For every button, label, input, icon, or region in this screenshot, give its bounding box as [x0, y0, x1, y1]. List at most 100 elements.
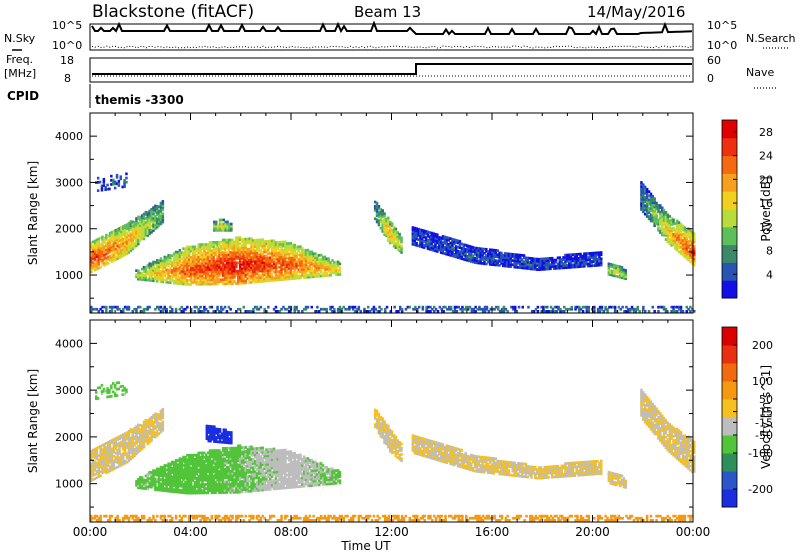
power-cell — [274, 251, 278, 255]
power-cell — [252, 253, 255, 257]
power-cell — [213, 224, 216, 228]
power-cell — [534, 259, 537, 263]
power-cell — [269, 262, 272, 266]
power-cell — [570, 307, 573, 311]
power-cell — [379, 210, 383, 213]
power-cell — [627, 307, 630, 311]
velocity-cell — [210, 449, 214, 452]
power-cell — [662, 210, 666, 214]
power-cell — [676, 219, 679, 223]
velocity-cell — [210, 468, 214, 471]
velocity-cell — [195, 491, 198, 495]
power-cell — [509, 254, 513, 258]
power-cell — [441, 249, 445, 253]
velocity-cell — [197, 468, 200, 472]
power-cell — [146, 272, 149, 276]
power-cell — [178, 251, 182, 254]
power-cell — [257, 267, 261, 271]
power-cell — [144, 276, 148, 280]
power-cell — [443, 235, 447, 239]
power-cell — [647, 215, 651, 218]
velocity-cell — [152, 477, 155, 481]
power-cell — [193, 251, 197, 255]
power-cell — [137, 240, 140, 244]
power-cell — [586, 258, 590, 262]
power-cell — [161, 200, 165, 203]
power-cell — [381, 225, 384, 229]
power-cell — [664, 225, 668, 229]
power-cell — [244, 269, 247, 272]
power-cell — [287, 265, 291, 268]
velocity-cell — [195, 466, 198, 470]
power-cell — [244, 241, 247, 245]
velocity-cell — [142, 443, 146, 447]
power-cell — [481, 258, 484, 261]
power-cell — [674, 305, 677, 309]
power-cell — [593, 310, 596, 313]
power-cell — [439, 236, 443, 240]
power-cell — [140, 267, 144, 271]
power-cell — [355, 307, 359, 311]
velocity-cell — [122, 452, 125, 455]
power-cell — [278, 253, 281, 257]
velocity-cell — [212, 478, 215, 482]
power-cell — [135, 273, 138, 277]
velocity-cell — [123, 432, 127, 435]
velocity-cell — [154, 477, 157, 481]
power-cell — [335, 269, 338, 272]
power-cell — [206, 249, 210, 253]
velocity-cell — [191, 491, 195, 495]
power-cell — [498, 253, 501, 257]
velocity-cell — [118, 460, 121, 464]
power-cell — [287, 256, 291, 260]
power-cell — [323, 263, 327, 267]
power-cell — [221, 278, 225, 281]
power-cell — [233, 259, 236, 263]
velocity-cell — [184, 460, 187, 463]
velocity-cell — [206, 474, 210, 478]
power-cell — [691, 237, 694, 240]
power-cell — [123, 230, 127, 234]
power-cell — [129, 249, 133, 252]
power-cell — [242, 277, 246, 281]
power-cell — [392, 236, 396, 240]
power-cell — [154, 275, 157, 279]
power-cell — [519, 264, 522, 267]
power-cell — [114, 247, 117, 251]
power-cell — [189, 262, 193, 265]
power-cell — [214, 278, 217, 282]
power-cell — [208, 243, 212, 246]
power-cell — [424, 236, 428, 239]
power-cell — [284, 242, 287, 246]
power-cell — [399, 307, 402, 311]
power-cell — [159, 212, 163, 215]
velocity-cell — [118, 464, 121, 468]
velocity-cell — [180, 466, 183, 469]
power-cell — [122, 227, 125, 230]
velocity-cell — [135, 427, 138, 431]
power-cell — [150, 212, 153, 215]
velocity-cell — [133, 454, 136, 457]
velocity-cell — [105, 448, 108, 451]
velocity-cell — [176, 482, 180, 486]
power-cell — [123, 247, 127, 250]
power-cell — [231, 240, 234, 244]
power-cell — [411, 232, 415, 236]
power-cell — [662, 223, 666, 227]
power-cell — [253, 272, 257, 275]
power-cell — [693, 244, 696, 248]
power-cell — [390, 224, 394, 228]
velocity-cell — [214, 468, 217, 471]
power-cell — [108, 236, 112, 239]
power-cell — [530, 310, 534, 313]
power-cell — [226, 229, 229, 232]
power-cell — [630, 307, 634, 311]
power-cell — [677, 235, 681, 239]
power-cell — [286, 275, 289, 279]
power-cell — [193, 255, 197, 259]
power-cell — [242, 248, 246, 252]
velocity-cell — [189, 485, 193, 489]
power-cell — [512, 307, 515, 311]
power-cell — [321, 274, 325, 278]
power-cell — [579, 265, 582, 268]
